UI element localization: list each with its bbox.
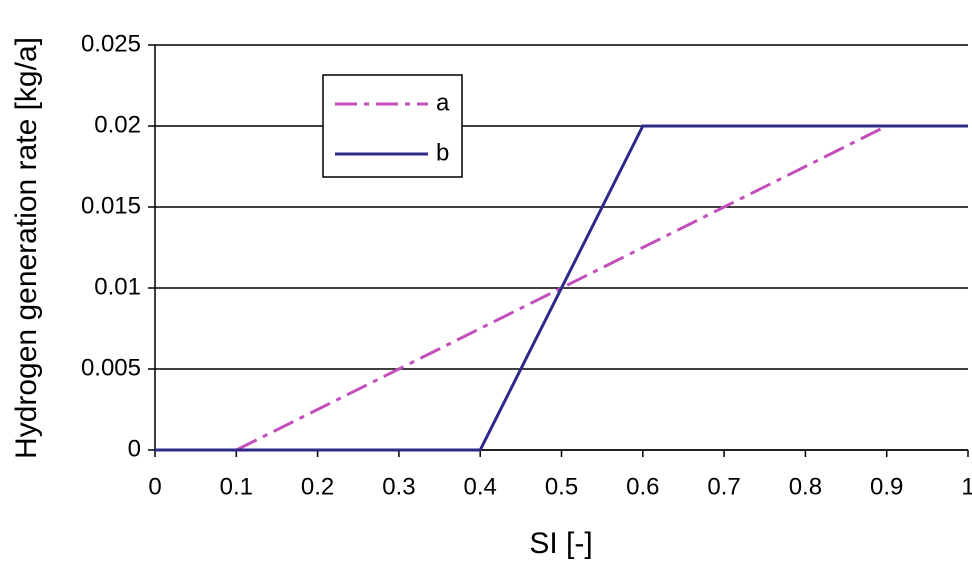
- x-tick-label: 0.1: [220, 473, 253, 500]
- y-tick-label: 0.005: [81, 354, 141, 381]
- x-tick-label: 0.7: [707, 473, 740, 500]
- y-tick-label: 0.015: [81, 192, 141, 219]
- x-axis-title: SI [-]: [529, 527, 592, 560]
- legend-box: [322, 74, 463, 178]
- y-tick-label: 0.01: [94, 273, 141, 300]
- x-tick-label: 0.9: [870, 473, 903, 500]
- series-line: [155, 124, 968, 452]
- x-tick-label: 0: [148, 473, 161, 500]
- x-tick-label: 0.6: [626, 473, 659, 500]
- y-axis-title: Hydrogen generation rate [kg/a]: [10, 37, 43, 459]
- x-tick-label: 0.2: [301, 473, 334, 500]
- legend-label: b: [436, 139, 449, 166]
- y-tick-label: 0.02: [94, 111, 141, 138]
- x-tick-label: 0.3: [382, 473, 415, 500]
- x-tick-label: 0.8: [789, 473, 822, 500]
- x-tick-label: 0.4: [464, 473, 497, 500]
- x-tick-label: 1: [961, 473, 972, 500]
- y-tick-label: 0.025: [81, 30, 141, 57]
- legend-label: a: [436, 89, 450, 116]
- x-tick-label: 0.5: [545, 473, 578, 500]
- y-tick-label: 0: [128, 435, 141, 462]
